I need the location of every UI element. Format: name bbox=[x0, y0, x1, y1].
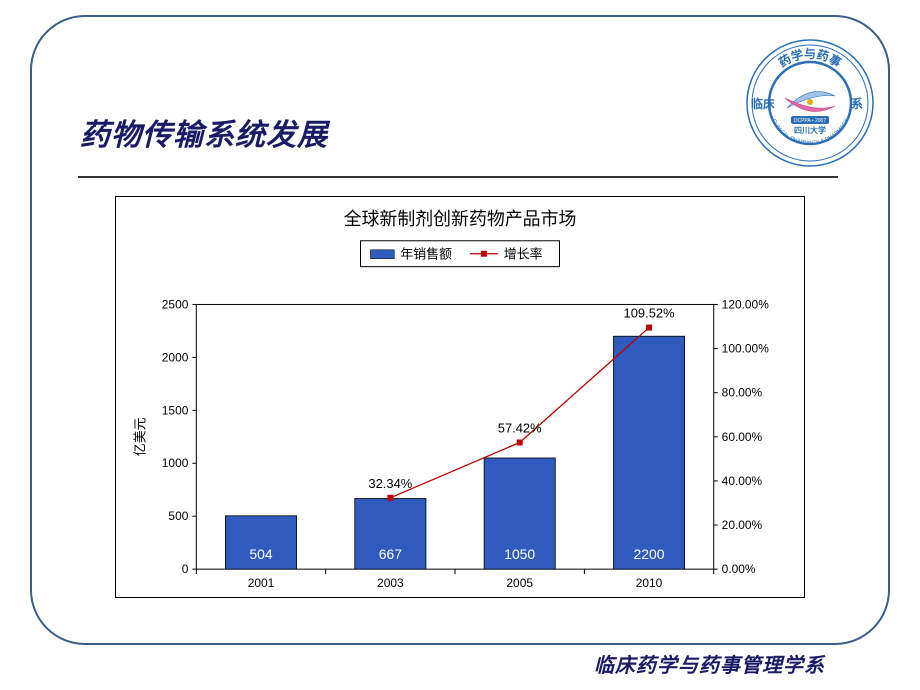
chart-container: 全球新制剂创新药物产品市场年销售额 增长率 0 500 1000 1500 2000 2500… bbox=[115, 196, 805, 598]
y-right-tick: 40.00% bbox=[722, 474, 763, 488]
legend-bar-label: 年销售额 bbox=[400, 247, 452, 262]
bar bbox=[613, 336, 684, 569]
bar-label: 1050 bbox=[504, 546, 535, 562]
y-right-tick: 20.00% bbox=[722, 518, 763, 532]
x-tick: 2005 bbox=[506, 576, 533, 590]
footer-text: 临床药学与药事管理学系 bbox=[594, 649, 825, 678]
legend-line-label: 增长率 bbox=[504, 247, 543, 262]
x-tick: 2001 bbox=[248, 576, 275, 590]
x-tick: 2003 bbox=[377, 576, 404, 590]
line-marker bbox=[646, 325, 652, 331]
y-left-tick: 0 bbox=[182, 562, 189, 576]
y-left-tick: 2500 bbox=[162, 297, 189, 311]
line-label: 57.42% bbox=[498, 421, 542, 436]
bar-label: 667 bbox=[379, 546, 402, 562]
department-logo: 药学与药事 临床 系 DEPARTMENT OF CLINICAL PHARMA… bbox=[745, 38, 875, 168]
title-rule bbox=[78, 176, 838, 178]
line-marker bbox=[387, 495, 393, 501]
y-left-tick: 2000 bbox=[162, 350, 189, 364]
logo-inner-uni: 四川大学 bbox=[794, 125, 826, 135]
line-label: 32.34% bbox=[368, 476, 412, 491]
line-marker bbox=[517, 440, 523, 446]
bar-label: 504 bbox=[249, 546, 272, 562]
legend-line-marker-icon bbox=[481, 251, 487, 257]
legend-bar-icon bbox=[370, 250, 394, 259]
y-left-tick: 1000 bbox=[162, 456, 189, 470]
y-left-label: 亿美元 bbox=[133, 417, 148, 456]
y-right-tick: 80.00% bbox=[722, 386, 763, 400]
x-tick: 2010 bbox=[636, 576, 663, 590]
chart-title: 全球新制剂创新药物产品市场 bbox=[344, 209, 577, 229]
y-right-tick: 120.00% bbox=[722, 297, 770, 311]
logo-text-left: 临床 bbox=[751, 96, 776, 111]
y-right-tick: 60.00% bbox=[722, 430, 763, 444]
line-label: 109.52% bbox=[624, 306, 676, 321]
logo-inner-sub: DCPPA • 2007 bbox=[794, 118, 826, 124]
y-left-tick: 500 bbox=[168, 509, 188, 523]
y-left-tick: 1500 bbox=[162, 403, 189, 417]
logo-text-right: 系 bbox=[851, 96, 863, 111]
bar-label: 2200 bbox=[634, 546, 665, 562]
page-title: 药物传输系统发展 bbox=[80, 110, 328, 154]
y-right-tick: 0.00% bbox=[722, 562, 756, 576]
y-right-tick: 100.00% bbox=[722, 342, 770, 356]
